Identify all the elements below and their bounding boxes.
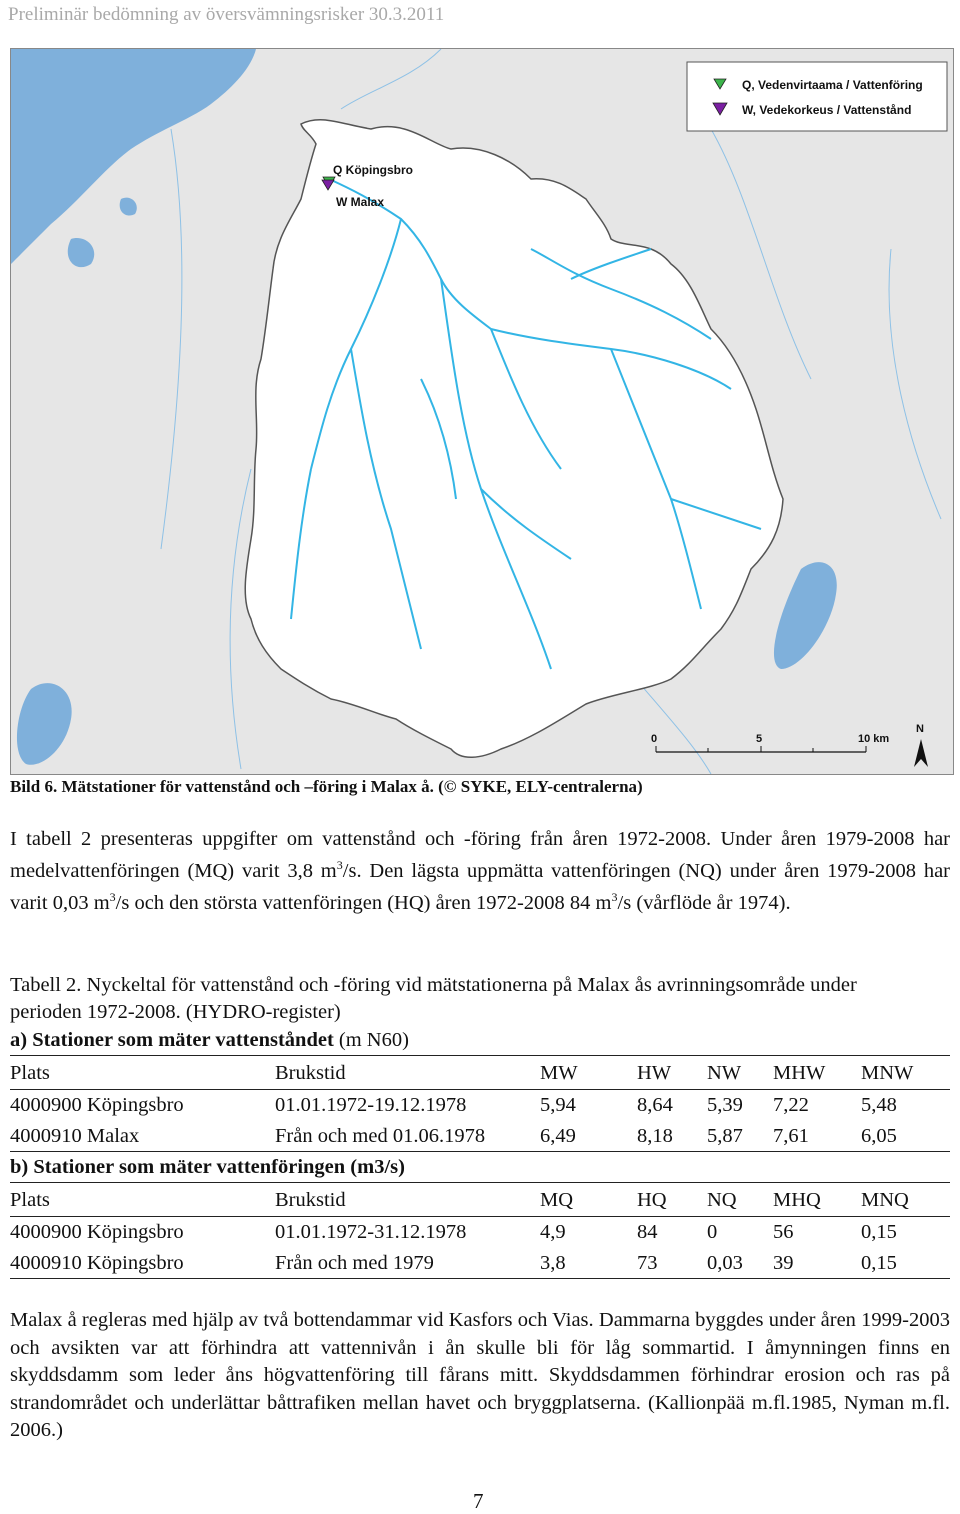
station-marker-purple [321, 179, 335, 191]
table-row: 4000900 Köpingsbro 01.01.1972-31.12.1978 … [10, 1221, 897, 1243]
scale-tick-10: 10 km [858, 733, 889, 745]
divider [10, 1151, 950, 1152]
table-row: 4000910 Malax Från och med 01.06.1978 6,4… [10, 1125, 897, 1147]
sea-islands [67, 197, 137, 268]
divider [10, 1182, 950, 1183]
label-w-malax: W Malax [336, 195, 384, 209]
catchment-map: Q Köpingsbro W Malax Q, Vedenvirtaama / … [10, 48, 954, 775]
label-q-kopingsbro: Q Köpingsbro [333, 163, 413, 177]
section-a-title: a) Stationer som mäter vattenståndet (m … [10, 1029, 409, 1051]
divider [10, 1278, 950, 1279]
divider [10, 1216, 950, 1217]
legend-green-triangle-icon [713, 78, 727, 90]
figure-caption: Bild 6. Mätstationer för vattenstånd och… [10, 777, 643, 796]
north-label: N [916, 723, 924, 735]
legend-purple-triangle-icon [712, 102, 728, 116]
sea-area [11, 49, 256, 264]
divider [10, 1089, 950, 1090]
paragraph-intro: I tabell 2 presenteras uppgifter om vatt… [10, 828, 951, 914]
river-network [290, 178, 762, 670]
drainage-basin [244, 118, 784, 758]
table-a-header-row: Plats Brukstid MW HW NW MHW MNW [10, 1062, 914, 1084]
map-legend: Q, Vedenvirtaama / Vattenföring W, Vedek… [686, 61, 948, 132]
table-b-header-row: Plats Brukstid MQ HQ NQ MHQ MNQ [10, 1189, 909, 1211]
scale-tick-5: 5 [756, 733, 762, 745]
legend-q-label: Q, Vedenvirtaama / Vattenföring [742, 78, 923, 92]
scale-bar: 0 5 10 km [651, 733, 889, 753]
scale-tick-0: 0 [651, 733, 657, 745]
page-header: Preliminär bedömning av översvämningsris… [8, 4, 445, 25]
divider [10, 1055, 950, 1056]
section-b-title: b) Stationer som mäter vattenföringen (m… [10, 1156, 405, 1178]
paragraph-regulation: Malax å regleras med hjälp av två botten… [10, 1309, 950, 1441]
table-row: 4000900 Köpingsbro 01.01.1972-19.12.1978 … [10, 1094, 897, 1116]
lake-southwest [16, 683, 72, 765]
legend-w-label: W, Vedekorkeus / Vattenstånd [742, 103, 911, 117]
table-caption: Tabell 2. Nyckeltal för vattenstånd och … [10, 974, 857, 1023]
page-number: 7 [473, 1489, 484, 1513]
lake-southeast [773, 562, 837, 669]
north-arrow-icon: N [914, 723, 928, 767]
table-row: 4000910 Köpingsbro Från och med 1979 3,8 7… [10, 1252, 897, 1274]
